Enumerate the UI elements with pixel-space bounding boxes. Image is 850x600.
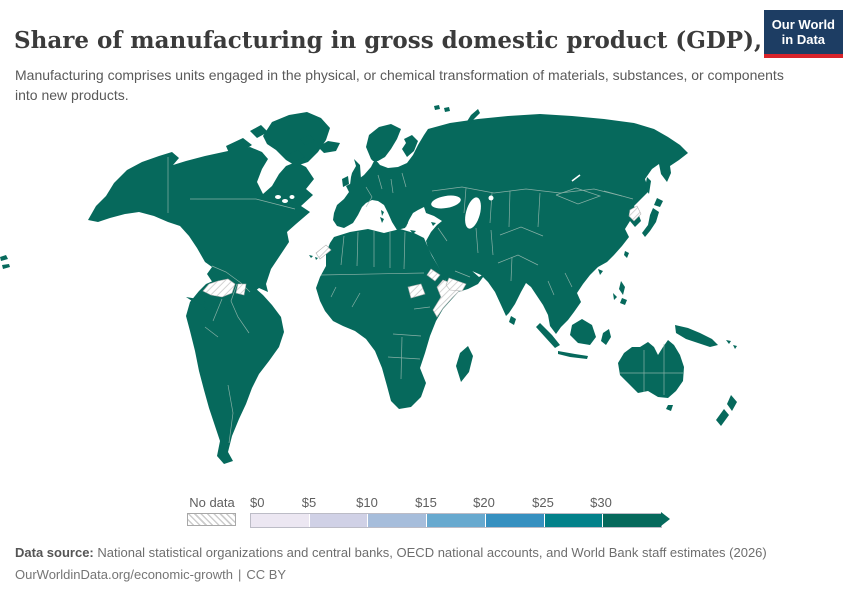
legend-tick-0: $0 (250, 495, 265, 510)
islands-caribbean (186, 297, 230, 310)
landmass-north-america[interactable] (88, 147, 314, 346)
legend-tick-25: $25 (532, 495, 554, 510)
no-data-region-south-sudan (407, 283, 426, 299)
data-source-text: National statistical organizations and c… (93, 545, 767, 560)
island-sri-lanka (509, 316, 516, 325)
legend-tick-20: $20 (473, 495, 495, 510)
owid-logo[interactable]: Our World in Data (763, 10, 843, 58)
no-data-label: No data (189, 495, 235, 510)
world-map-svg[interactable] (0, 95, 850, 495)
landmass-greenland[interactable] (263, 112, 330, 166)
legend-bin-5-10[interactable] (309, 514, 369, 527)
no-data-region-yemen (445, 277, 467, 292)
no-data-region-eritrea (426, 268, 441, 282)
owid-url-link[interactable]: OurWorldinData.org/economic-growth (15, 567, 233, 582)
islands-pacific (726, 340, 737, 349)
map-legend: No data $0 $5 $10 $15 $20 $25 $30 (0, 494, 850, 534)
landmass-south-america[interactable] (186, 277, 284, 464)
legend-open-end-arrow-icon (661, 512, 670, 526)
owid-logo-line1: Our World (771, 17, 835, 32)
landmass-eurasia[interactable] (333, 114, 688, 334)
no-data-region-venezuela (202, 278, 236, 298)
legend-tick-10: $10 (356, 495, 378, 510)
legend-bin-10-15[interactable] (368, 514, 428, 527)
island-hokkaido (654, 198, 663, 207)
islands-mediterranean (380, 210, 436, 237)
chart-subtitle: Manufacturing comprises units engaged in… (15, 67, 784, 104)
legend-tick-15: $15 (415, 495, 437, 510)
license-label: CC BY (246, 567, 287, 582)
island-tasmania (666, 405, 673, 411)
landmass-australia[interactable] (618, 340, 684, 398)
island-honshu (642, 208, 659, 237)
footer-links-line: OurWorldinData.org/economic-growth | CC BY (15, 567, 286, 582)
island-sulawesi (601, 329, 611, 345)
footer-separator: | (237, 567, 242, 582)
island-java (558, 351, 588, 359)
no-data-region-north-korea (628, 205, 642, 222)
landmass-africa[interactable] (316, 229, 461, 409)
island-sakhalin (645, 177, 651, 194)
island-taiwan (624, 251, 629, 258)
legend-bin-30-plus[interactable] (603, 514, 662, 527)
country-borders (167, 157, 683, 444)
island-iceland (318, 141, 340, 153)
legend-bin-20-25[interactable] (485, 514, 545, 527)
lakes (275, 174, 581, 229)
island-new-guinea (675, 325, 718, 347)
no-data-swatch[interactable] (187, 513, 236, 526)
island-madagascar (456, 346, 473, 382)
islands-new-zealand (716, 395, 737, 426)
legend-color-bar (250, 513, 662, 528)
no-data-region-western-sahara (315, 244, 332, 260)
islands-atlantic (309, 255, 318, 260)
islands[interactable] (0, 105, 737, 426)
islands-arctic-russia (434, 105, 480, 126)
legend-bin-0-5[interactable] (251, 514, 310, 527)
legend-tick-30: $30 (590, 495, 612, 510)
footer-source-line: Data source: National statistical organi… (15, 545, 767, 560)
data-source-label: Data source: (15, 545, 94, 560)
island-hainan (598, 269, 603, 275)
no-data-regions[interactable] (202, 205, 642, 318)
island-sumatra (536, 323, 560, 348)
arctic-islands[interactable] (226, 125, 315, 162)
world-map[interactable] (0, 95, 850, 495)
legend-bin-15-20[interactable] (427, 514, 486, 527)
island-borneo (570, 319, 596, 345)
legend-bin-25-30[interactable] (544, 514, 604, 527)
landmass-scandinavia[interactable] (366, 124, 401, 161)
island-uk (350, 159, 361, 190)
islands-philippines (613, 281, 627, 305)
island-ireland (342, 176, 349, 187)
landmass-finland[interactable] (402, 135, 418, 157)
owid-logo-line2: in Data (781, 32, 826, 48)
no-data-region-guyana (235, 283, 247, 296)
map-edge-fragments (0, 255, 10, 269)
chart-title: Share of manufacturing in gross domestic… (14, 27, 835, 55)
legend-tick-5: $5 (301, 495, 317, 510)
